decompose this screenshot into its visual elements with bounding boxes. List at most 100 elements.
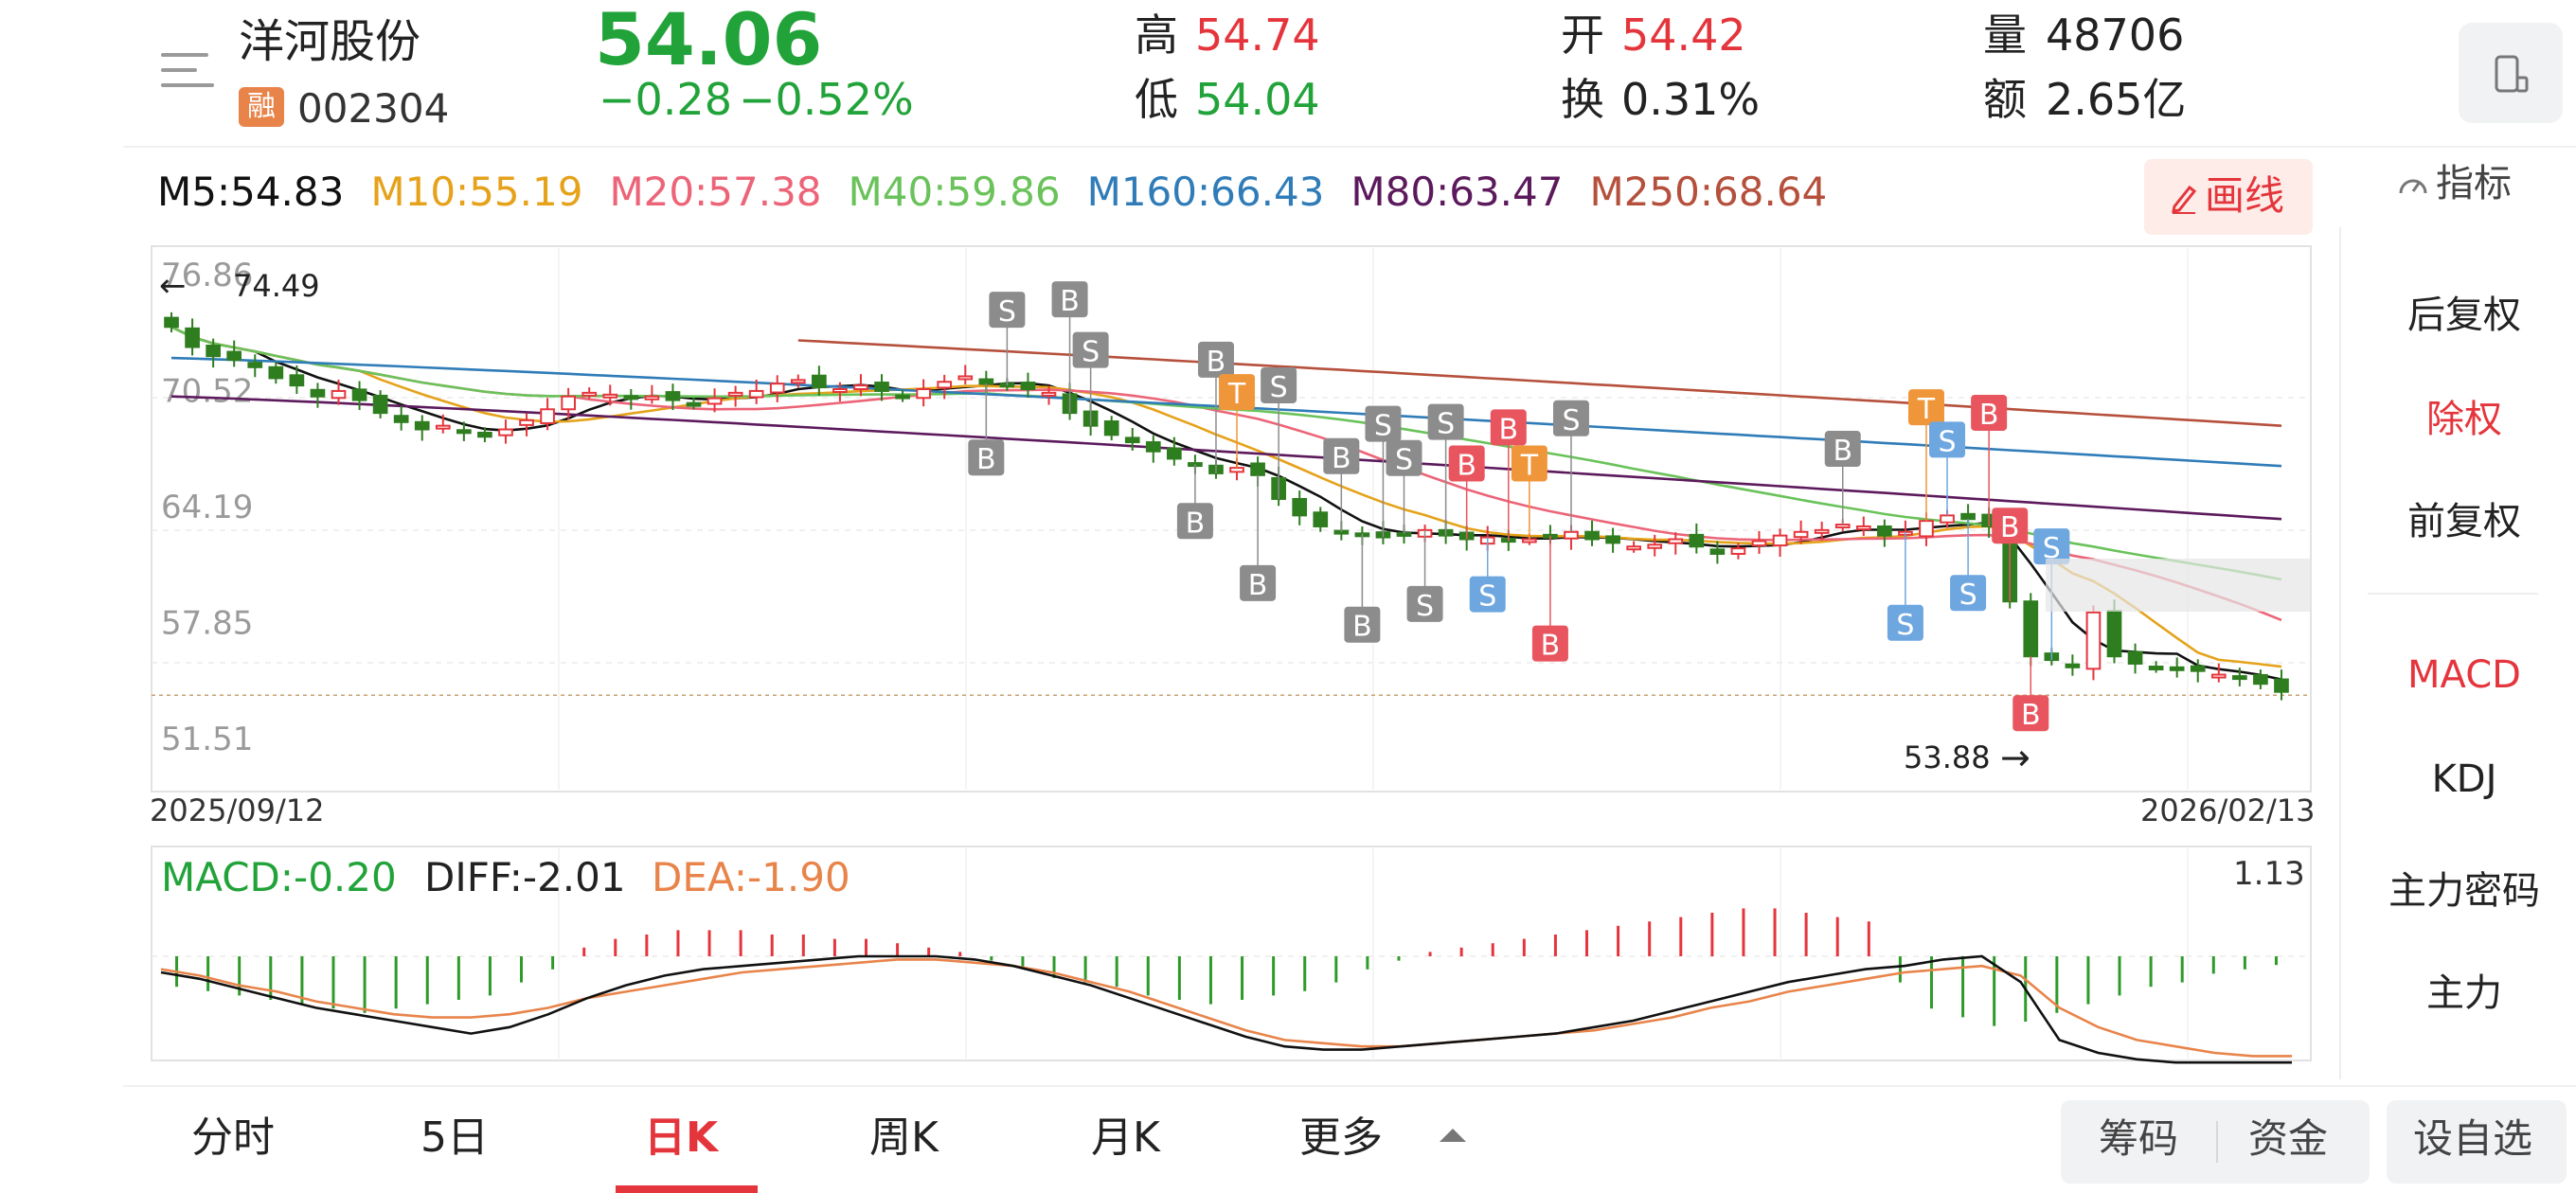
macd-max-label: 1.13 — [2233, 855, 2305, 893]
candle — [1814, 528, 1830, 534]
candle — [1730, 547, 1746, 555]
signal-s-marker: S — [1386, 439, 1422, 477]
chips-funds-group — [2061, 1100, 2370, 1184]
ma-legend: M5:54.83 M10:55.19 M20:57.38 M40:59.86 M160:… — [157, 172, 1827, 218]
svg-text:S: S — [1395, 444, 1413, 477]
tab-5[interactable]: 更多 — [1299, 1113, 1383, 1162]
low-label: 低 — [1135, 74, 1178, 125]
candle — [540, 408, 555, 424]
candle — [665, 391, 681, 401]
diff-value: DIFF:-2.01 — [424, 854, 626, 900]
candle — [623, 395, 639, 401]
svg-text:S: S — [998, 295, 1016, 329]
candle — [2127, 650, 2143, 665]
svg-text:S: S — [1082, 336, 1100, 369]
candle — [414, 420, 430, 431]
tab-2[interactable]: 日K — [644, 1113, 719, 1162]
svg-text:B: B — [1060, 285, 1080, 318]
margin-badge: 融 — [239, 87, 284, 127]
ma-line-m80 — [170, 395, 2282, 521]
candle — [2106, 610, 2122, 658]
candle — [393, 415, 409, 423]
low-value: 54.04 — [1195, 74, 1320, 125]
svg-text:B: B — [1498, 413, 1518, 446]
tab-0[interactable]: 分时 — [191, 1113, 275, 1162]
signal-s-marker: S — [1950, 575, 1987, 612]
candle — [1605, 535, 1620, 544]
add-watchlist-button[interactable] — [2387, 1100, 2567, 1184]
pre-adjust-button[interactable]: 前复权 — [2407, 500, 2521, 543]
candle — [351, 388, 367, 401]
signal-b-marker: B — [2012, 695, 2049, 732]
y-tick-label: 76.86 — [161, 257, 253, 294]
indicator-button[interactable]: 指标 — [2392, 161, 2534, 208]
stock-name: 洋河股份 — [239, 15, 421, 68]
candle — [581, 391, 598, 397]
chips-button[interactable]: 筹码 — [2099, 1115, 2179, 1162]
candle — [1689, 533, 1705, 548]
candle — [853, 384, 868, 391]
svg-text:B: B — [2000, 511, 2020, 544]
min-arrow-icon: → — [2000, 737, 2030, 778]
candle — [185, 327, 200, 348]
signal-t-marker: T — [1907, 389, 1944, 426]
candle — [2023, 600, 2039, 658]
svg-text:S: S — [2043, 532, 2061, 565]
signal-b-marker: B — [1323, 437, 1360, 475]
high-label: 高 — [1135, 9, 1178, 61]
tab-1[interactable]: 5日 — [420, 1113, 489, 1162]
signal-s-marker: S — [989, 292, 1026, 329]
candle — [435, 424, 451, 430]
more-chevron-icon[interactable] — [1440, 1129, 1466, 1142]
amount-label: 额 — [1983, 74, 2027, 125]
main-force-code-button[interactable]: 主力密码 — [2388, 869, 2540, 913]
svg-text:T: T — [1917, 393, 1936, 426]
open-value: 54.42 — [1621, 9, 1746, 61]
candle — [1793, 530, 1809, 539]
volume-label: 量 — [1983, 9, 2027, 61]
svg-text:B: B — [1833, 435, 1852, 468]
signal-s-marker: S — [1929, 421, 1966, 458]
tab-4[interactable]: 月K — [1091, 1113, 1160, 1162]
signal-s-marker: S — [1072, 331, 1109, 369]
date-start: 2025/09/12 — [150, 792, 325, 828]
candle — [790, 379, 806, 384]
candle — [644, 395, 660, 401]
ex-rights-button[interactable]: 除权 — [2426, 398, 2502, 441]
turnover-value: 0.31% — [1621, 74, 1761, 125]
candle — [1564, 530, 1579, 540]
signal-b-marker: B — [1197, 341, 1234, 379]
macd-button[interactable]: MACD — [2407, 653, 2521, 697]
candle — [1584, 530, 1600, 541]
landscape-toggle-button[interactable] — [2459, 23, 2563, 123]
signal-s-marker: S — [2033, 528, 2070, 565]
signal-b-marker: B — [1344, 606, 1381, 644]
svg-text:T: T — [1227, 378, 1246, 411]
amount-value: 2.65亿 — [2046, 74, 2187, 125]
svg-text:B: B — [1979, 399, 1999, 432]
candle — [164, 316, 179, 329]
draw-line-button[interactable]: 画线 — [2144, 159, 2313, 235]
kdj-button[interactable]: KDJ — [2431, 757, 2497, 801]
main-force-button[interactable]: 主力 — [2426, 971, 2502, 1015]
funds-button[interactable]: 资金 — [2248, 1115, 2329, 1162]
menu-icon[interactable] — [161, 49, 214, 93]
signal-b-marker: B — [1176, 503, 1213, 540]
candle — [519, 418, 534, 426]
right-panel: 后复权 除权 前复权 MACD KDJ 主力密码 主力 — [2339, 227, 2576, 1079]
active-tab-underline — [616, 1185, 758, 1193]
post-adjust-button[interactable]: 后复权 — [2407, 294, 2521, 337]
min-price-label: 53.88 — [1904, 739, 1991, 775]
candle — [916, 388, 931, 400]
signal-b-marker: B — [1824, 431, 1861, 468]
signal-b-marker: B — [1240, 564, 1277, 602]
tab-3[interactable]: 周K — [869, 1113, 939, 1162]
svg-text:B: B — [1457, 450, 1476, 483]
signal-t-marker: T — [1511, 445, 1547, 483]
high-value: 54.74 — [1195, 9, 1320, 61]
signal-b-marker: B — [1531, 625, 1568, 663]
candle — [727, 391, 743, 397]
svg-text:B: B — [1186, 507, 1206, 540]
